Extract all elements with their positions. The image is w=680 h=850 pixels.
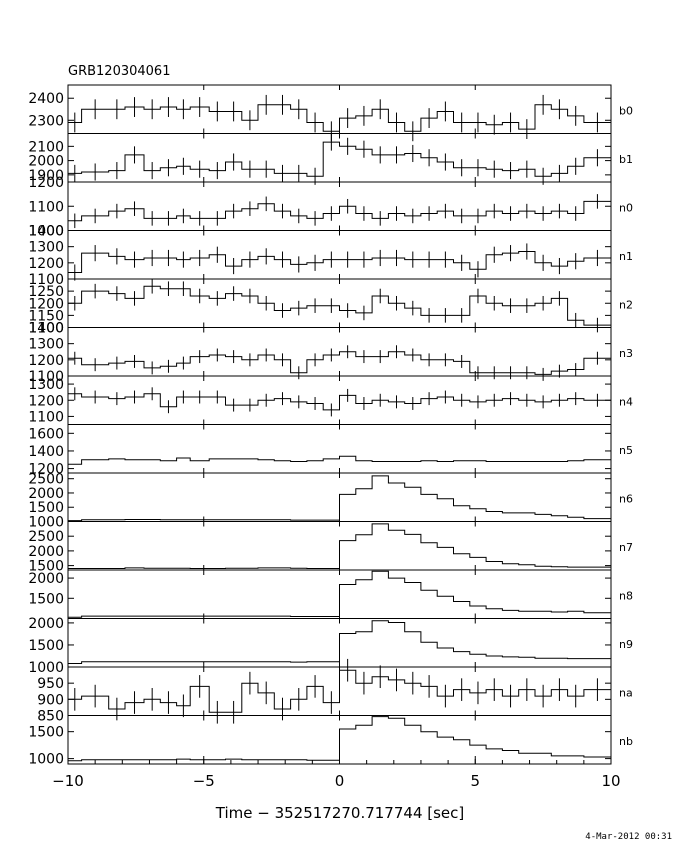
y-tick-label-n1: 1100	[28, 272, 64, 288]
series-line-n7	[68, 523, 611, 569]
panel-n0: 1000 1100 1200 n0	[28, 175, 633, 240]
x-tick-label: −10	[52, 772, 84, 790]
x-tick-label: 10	[601, 772, 620, 790]
y-tick-label-n8: 2000	[28, 571, 64, 587]
y-tick-label-n7: 2500	[28, 529, 64, 545]
y-tick-label-n9: 2000	[28, 616, 64, 632]
x-tick-label: −5	[193, 772, 215, 790]
panel-n5: 1200 1400 1600 n5	[28, 424, 633, 478]
y-tick-label-n2: 1200	[28, 296, 64, 312]
y-tick-label-b1: 1900	[28, 168, 64, 184]
panel-frame-b1	[67, 133, 612, 183]
y-tick-label-b0: 2400	[28, 91, 64, 107]
y-tick-label-n2: 1100	[28, 321, 64, 337]
detector-label-n9: n9	[619, 638, 633, 651]
detector-label-n0: n0	[619, 201, 633, 214]
y-tick-label-n5: 1600	[28, 426, 64, 442]
detector-label-n3: n3	[619, 347, 633, 360]
series-line-n1	[68, 251, 611, 273]
y-tick-label-n5: 1400	[28, 444, 64, 460]
y-tick-label-n6: 2000	[28, 486, 64, 502]
series-line-n8	[68, 570, 611, 618]
detector-label-n5: n5	[619, 444, 633, 457]
y-tick-label-n8: 1500	[28, 591, 64, 607]
detector-label-na: na	[619, 686, 633, 699]
y-tick-label-n0: 1200	[28, 175, 64, 191]
series-line-n9	[68, 620, 611, 664]
y-tick-label-n4: 1200	[28, 393, 64, 409]
series-line-b0	[68, 104, 611, 132]
detector-label-b1: b1	[619, 153, 633, 166]
y-tick-label-n4: 1100	[28, 409, 64, 425]
series-line-n2	[68, 285, 611, 326]
series-line-na	[68, 669, 611, 713]
y-tick-label-b0: 2300	[28, 113, 64, 129]
timestamp-label: 4-Mar-2012 00:31	[585, 832, 672, 842]
detector-label-n8: n8	[619, 589, 633, 602]
y-tick-label-na: 900	[37, 692, 64, 708]
y-tick-label-n2: 1150	[28, 308, 64, 324]
series-line-n4	[68, 393, 611, 411]
detector-label-n4: n4	[619, 395, 633, 408]
y-tick-label-n7: 1500	[28, 559, 64, 575]
y-tick-label-n1: 1200	[28, 256, 64, 272]
panel-n8: 1500 2000 n8	[28, 569, 633, 619]
detector-label-n1: n1	[619, 250, 633, 263]
panel-b0: 2300 2400 b0	[28, 84, 633, 142]
y-tick-label-n6: 1500	[28, 500, 64, 516]
series-line-n3	[68, 351, 611, 375]
y-tick-label-n9: 1500	[28, 638, 64, 654]
y-tick-label-b1: 2000	[28, 154, 64, 170]
series-line-n6	[68, 475, 611, 522]
y-tick-label-n1: 1400	[28, 224, 64, 240]
y-tick-label-n3: 1200	[28, 353, 64, 369]
detector-label-n2: n2	[619, 298, 633, 311]
y-tick-label-nb: 1500	[28, 725, 64, 741]
y-tick-label-b1: 2100	[28, 139, 64, 155]
series-line-b1	[68, 141, 611, 177]
y-tick-label-n3: 1400	[28, 321, 64, 337]
y-tick-label-na: 950	[37, 676, 64, 692]
panel-n9: 1000 1500 2000 n9	[28, 616, 633, 676]
series-line-n5	[68, 455, 611, 465]
y-tick-label-n0: 1000	[28, 224, 64, 240]
y-tick-label-n6: 1000	[28, 515, 64, 531]
detector-label-nb: nb	[619, 735, 633, 748]
y-tick-label-n9: 1000	[28, 660, 64, 676]
y-tick-label-n1: 1300	[28, 240, 64, 256]
y-tick-label-n5: 1200	[28, 462, 64, 478]
detector-label-n6: n6	[619, 492, 633, 505]
detector-label-n7: n7	[619, 541, 633, 554]
detector-label-b0: b0	[619, 104, 633, 117]
y-tick-label-n6: 2500	[28, 472, 64, 488]
y-tick-label-nb: 1000	[28, 752, 64, 768]
x-tick-label: 5	[470, 772, 480, 790]
y-tick-label-n3: 1100	[28, 369, 64, 385]
series-line-n0	[68, 200, 611, 222]
x-tick-label: 0	[335, 772, 345, 790]
panel-frame-n5	[67, 424, 612, 474]
series-line-nb	[68, 716, 611, 762]
y-tick-label-n3: 1300	[28, 337, 64, 353]
y-tick-label-n0: 1100	[28, 199, 64, 215]
panel-frame-n1	[67, 230, 612, 280]
y-tick-label-na: 850	[37, 709, 64, 725]
y-tick-label-n4: 1300	[28, 377, 64, 393]
panel-nb: 1000 1500 nb	[28, 715, 633, 768]
x-axis-label: Time − 352517270.717744 [sec]	[215, 804, 465, 822]
chart-title: GRB120304061	[68, 64, 170, 79]
y-tick-label-n2: 1250	[28, 284, 64, 300]
y-tick-label-n7: 2000	[28, 544, 64, 560]
